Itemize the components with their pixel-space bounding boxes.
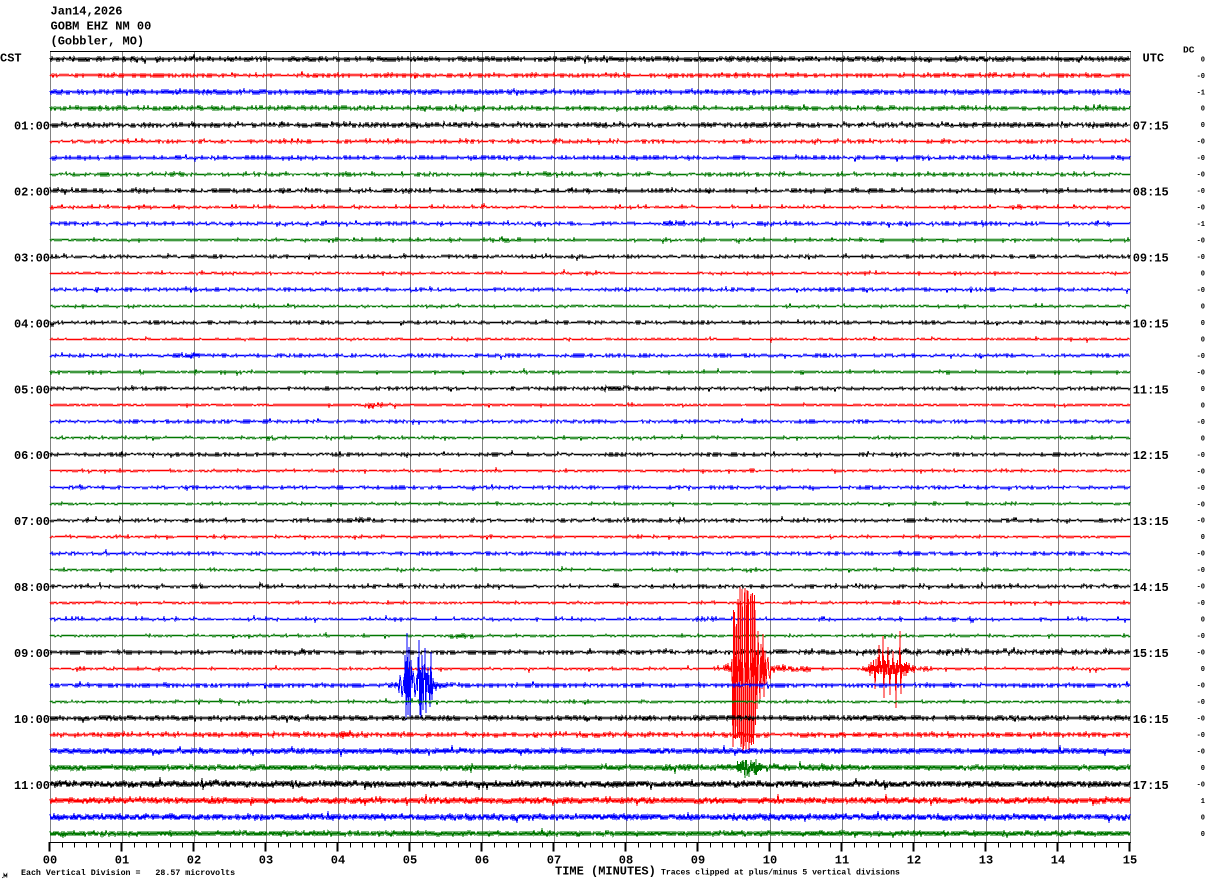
- svg-text:-0: -0: [1197, 155, 1205, 163]
- svg-text:0: 0: [1201, 106, 1205, 114]
- svg-text:-0: -0: [1197, 781, 1205, 789]
- svg-text:14: 14: [1051, 854, 1065, 868]
- svg-text:-0: -0: [1197, 287, 1205, 295]
- svg-text:-0: -0: [1197, 716, 1205, 724]
- svg-text:15:15: 15:15: [1133, 647, 1169, 661]
- svg-text:09:15: 09:15: [1133, 252, 1169, 266]
- svg-text:07:00: 07:00: [14, 515, 50, 529]
- svg-text:11: 11: [835, 854, 849, 868]
- svg-text:0: 0: [1201, 271, 1205, 279]
- svg-text:0: 0: [1201, 814, 1205, 822]
- svg-text:-0: -0: [1197, 683, 1205, 691]
- svg-text:08:15: 08:15: [1133, 186, 1169, 200]
- svg-text:-0: -0: [1197, 501, 1205, 509]
- svg-text:10:00: 10:00: [14, 713, 50, 727]
- svg-text:-0: -0: [1197, 699, 1205, 707]
- svg-text:(Gobbler, MO): (Gobbler, MO): [51, 35, 145, 49]
- svg-text:06:00: 06:00: [14, 449, 50, 463]
- svg-text:15: 15: [1123, 854, 1137, 868]
- svg-text:-0: -0: [1197, 650, 1205, 658]
- svg-text:11:15: 11:15: [1133, 383, 1169, 397]
- svg-text:1: 1: [1201, 798, 1205, 806]
- svg-text:0: 0: [1201, 831, 1205, 839]
- svg-text:09: 09: [691, 854, 705, 868]
- svg-text:10: 10: [763, 854, 777, 868]
- svg-text:0: 0: [1201, 435, 1205, 443]
- svg-text:Each Vertical Division = 28.: Each Vertical Division = 28.57 microvolt…: [21, 868, 235, 878]
- svg-text:0: 0: [1201, 304, 1205, 312]
- svg-text:TIME (MINUTES): TIME (MINUTES): [555, 865, 656, 879]
- svg-text:06: 06: [475, 854, 489, 868]
- svg-text:12: 12: [907, 854, 921, 868]
- svg-text:-0: -0: [1197, 172, 1205, 180]
- svg-text:-0: -0: [1197, 485, 1205, 493]
- svg-text:CST: CST: [0, 52, 22, 66]
- svg-text:08:00: 08:00: [14, 581, 50, 595]
- svg-text:00: 00: [43, 854, 57, 868]
- svg-text:-0: -0: [1197, 584, 1205, 592]
- svg-text:-0: -0: [1197, 139, 1205, 147]
- svg-text:03: 03: [259, 854, 273, 868]
- svg-text:-0: -0: [1197, 419, 1205, 427]
- svg-text:-1: -1: [1197, 221, 1205, 229]
- svg-text:-0: -0: [1197, 369, 1205, 377]
- svg-text:08: 08: [619, 854, 633, 868]
- svg-text:0: 0: [1201, 765, 1205, 773]
- svg-text:Traces clipped at plus/minus 5: Traces clipped at plus/minus 5 vertical …: [661, 867, 900, 877]
- svg-text:13:15: 13:15: [1133, 515, 1169, 529]
- svg-text:16:15: 16:15: [1133, 713, 1169, 727]
- svg-text:-0: -0: [1197, 567, 1205, 575]
- svg-text:10:15: 10:15: [1133, 317, 1169, 331]
- svg-text:0: 0: [1201, 534, 1205, 542]
- svg-text:0: 0: [1201, 122, 1205, 130]
- svg-text:13: 13: [979, 854, 993, 868]
- svg-text:-0: -0: [1197, 73, 1205, 81]
- svg-text:UTC: UTC: [1143, 52, 1165, 66]
- svg-text:-0: -0: [1197, 468, 1205, 476]
- svg-text:01: 01: [115, 854, 129, 868]
- svg-text:01:00: 01:00: [14, 120, 50, 134]
- svg-text:07:15: 07:15: [1133, 120, 1169, 134]
- svg-text:11:00: 11:00: [14, 779, 50, 793]
- svg-text:-0: -0: [1197, 600, 1205, 608]
- svg-text:-0: -0: [1197, 353, 1205, 361]
- svg-text:07: 07: [547, 854, 561, 868]
- svg-text:-0: -0: [1197, 732, 1205, 740]
- svg-text:05:00: 05:00: [14, 383, 50, 397]
- svg-text:03:00: 03:00: [14, 252, 50, 266]
- svg-text:-0: -0: [1197, 188, 1205, 196]
- svg-text:02: 02: [187, 854, 201, 868]
- svg-text:0: 0: [1201, 386, 1205, 394]
- svg-text:12:15: 12:15: [1133, 449, 1169, 463]
- svg-text:-0: -0: [1197, 452, 1205, 460]
- svg-text:09:00: 09:00: [14, 647, 50, 661]
- svg-text:GOBM EHZ NM 00: GOBM EHZ NM 00: [51, 20, 152, 34]
- svg-text:-0: -0: [1197, 633, 1205, 641]
- svg-text:17:15: 17:15: [1133, 779, 1169, 793]
- svg-text:14:15: 14:15: [1133, 581, 1169, 595]
- svg-text:02:00: 02:00: [14, 186, 50, 200]
- svg-text:Jan14,2026: Jan14,2026: [51, 5, 123, 19]
- svg-text:0: 0: [1201, 56, 1205, 64]
- svg-text:-0: -0: [1197, 254, 1205, 262]
- svg-text:0: 0: [1201, 666, 1205, 674]
- svg-text:-0: -0: [1197, 749, 1205, 757]
- svg-text:DC: DC: [1183, 45, 1195, 56]
- svg-text:0: 0: [1201, 617, 1205, 625]
- svg-text:05: 05: [403, 854, 417, 868]
- svg-text:0: 0: [1201, 320, 1205, 328]
- svg-text:-0: -0: [1197, 238, 1205, 246]
- svg-text:-0: -0: [1197, 205, 1205, 213]
- svg-text:0: 0: [1201, 337, 1205, 345]
- svg-text:-0: -0: [1197, 551, 1205, 559]
- svg-text:04:00: 04:00: [14, 317, 50, 331]
- svg-text:04: 04: [331, 854, 345, 868]
- svg-text:-1: -1: [1197, 89, 1205, 97]
- svg-text:0: 0: [1201, 402, 1205, 410]
- svg-text:-0: -0: [1197, 518, 1205, 526]
